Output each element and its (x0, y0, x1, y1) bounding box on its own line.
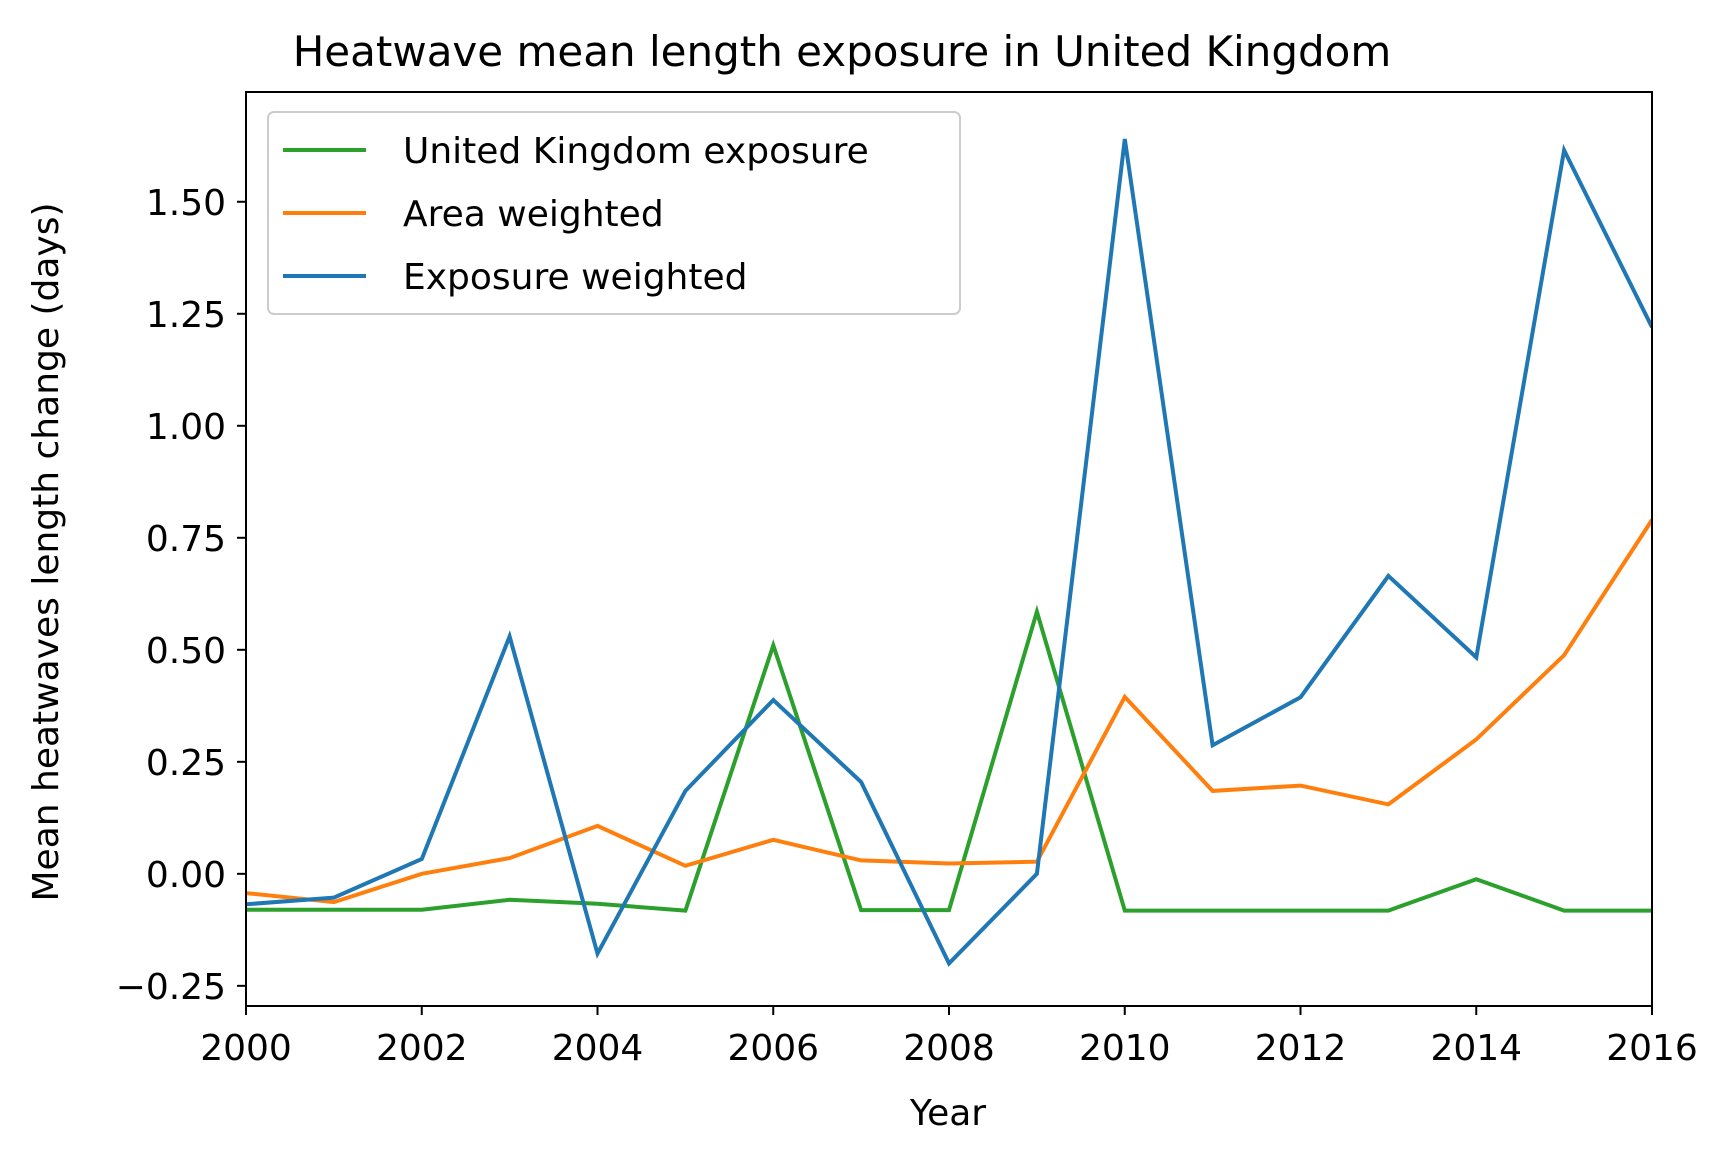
legend-label-exposure-weighted: Exposure weighted (403, 257, 747, 298)
y-tick-label: −0.25 (116, 967, 226, 1008)
x-tick-label: 2010 (1079, 1028, 1171, 1069)
x-tick-label: 2006 (727, 1028, 819, 1069)
series-line-area-weighted (246, 520, 1652, 902)
legend-label-united-kingdom-exposure: United Kingdom exposure (403, 131, 869, 172)
legend-label-area-weighted: Area weighted (403, 194, 664, 235)
y-tick-label: 0.75 (146, 519, 226, 560)
x-tick-label: 2002 (376, 1028, 468, 1069)
x-tick-label: 2016 (1606, 1028, 1698, 1069)
x-tick-label: 2008 (903, 1028, 995, 1069)
x-tick-label: 2012 (1255, 1028, 1347, 1069)
x-tick-label: 2000 (200, 1028, 292, 1069)
x-tick-label: 2004 (552, 1028, 644, 1069)
y-tick-label: 1.00 (146, 407, 226, 448)
y-tick-label: 0.00 (146, 855, 226, 896)
chart-title: Heatwave mean length exposure in United … (293, 27, 1392, 76)
x-axis-label: Year (909, 1093, 986, 1134)
y-tick-label: 1.50 (146, 183, 226, 224)
y-tick-label: 1.25 (146, 295, 226, 336)
y-tick-label: 0.50 (146, 631, 226, 672)
y-axis-label: Mean heatwaves length change (days) (26, 202, 67, 901)
y-tick-label: 0.25 (146, 743, 226, 784)
x-tick-label: 2014 (1430, 1028, 1522, 1069)
legend: United Kingdom exposure Area weighted Expo… (268, 112, 960, 314)
